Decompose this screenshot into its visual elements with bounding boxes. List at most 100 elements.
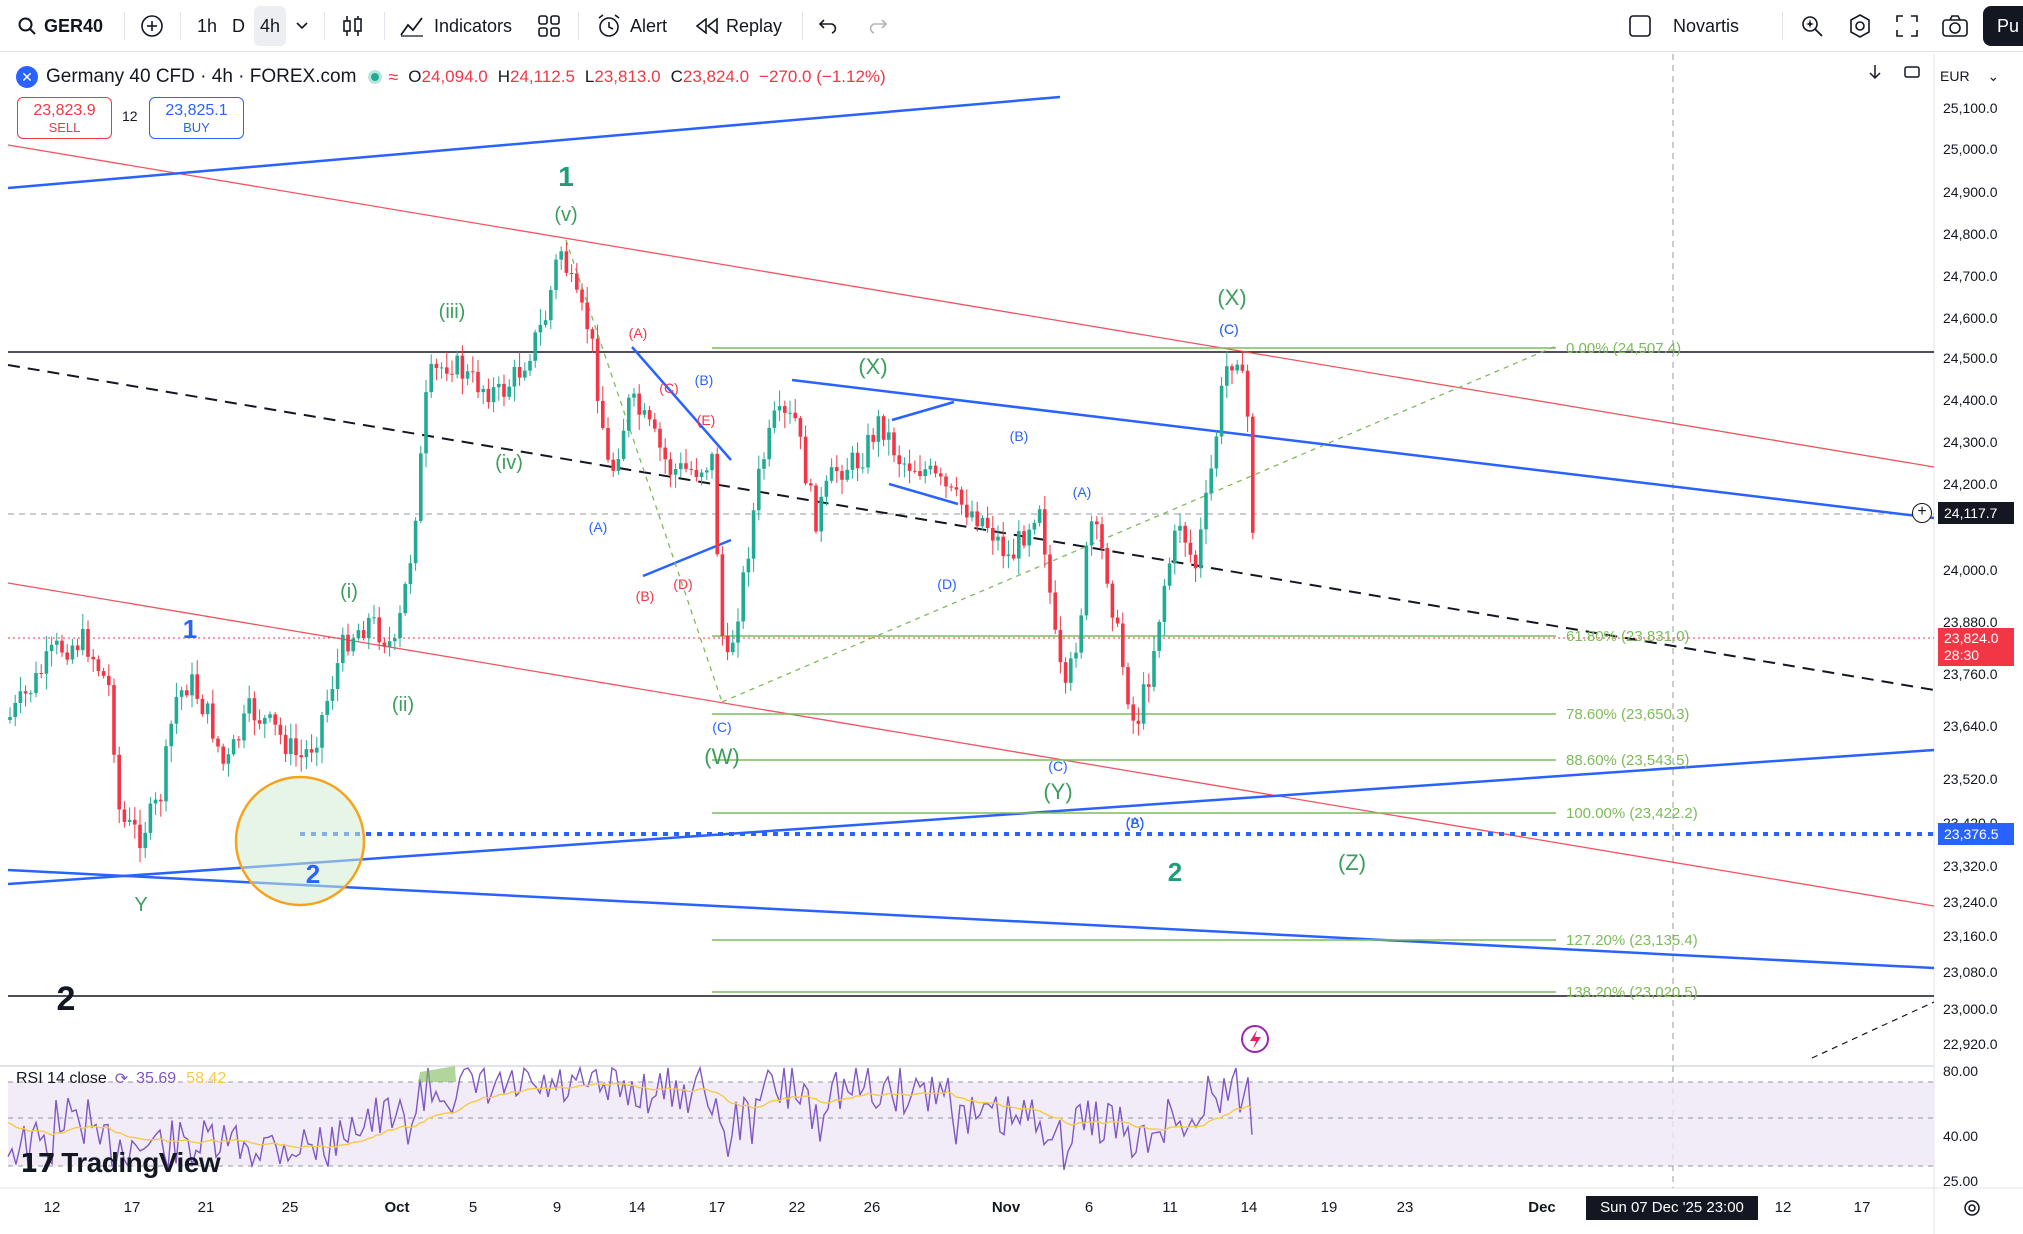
timeframe-dropdown[interactable] bbox=[296, 0, 308, 52]
candle-body bbox=[413, 520, 418, 564]
candle-body bbox=[278, 724, 283, 735]
candle-body bbox=[855, 452, 860, 469]
candle-body bbox=[23, 691, 28, 694]
add-alert-icon[interactable]: + bbox=[1912, 503, 1932, 523]
candle-body bbox=[268, 714, 272, 718]
sell-button[interactable]: 23,823.9 SELL bbox=[17, 97, 112, 139]
candle-body bbox=[658, 428, 662, 448]
candle-body bbox=[1027, 529, 1031, 546]
candle-body bbox=[138, 824, 142, 849]
watchlist-selector[interactable]: Novartis bbox=[1629, 0, 1739, 52]
candle-body bbox=[1209, 468, 1213, 493]
candle-body bbox=[710, 453, 714, 471]
candle-body bbox=[517, 367, 522, 378]
wave-label: 1 bbox=[183, 614, 197, 644]
camera-icon bbox=[1942, 15, 1968, 37]
undo-button[interactable] bbox=[818, 0, 840, 52]
candle-body bbox=[356, 630, 361, 639]
fullscreen-icon bbox=[1896, 15, 1918, 37]
candle-body bbox=[965, 504, 969, 518]
price-axis-tick: 23,640.0 bbox=[1943, 718, 1998, 734]
rsi-legend[interactable]: RSI 14 close ⟳ 35.69 58.42 bbox=[16, 1069, 226, 1089]
quick-search-button[interactable] bbox=[1800, 0, 1824, 52]
candle-body bbox=[1100, 524, 1104, 548]
fullscreen-button[interactable] bbox=[1896, 0, 1918, 52]
candle-body bbox=[252, 698, 257, 721]
timeframe-d[interactable]: D bbox=[232, 0, 245, 52]
time-axis-tick: 19 bbox=[1320, 1199, 1338, 1216]
candle-body bbox=[829, 467, 834, 481]
dashed-line-right bbox=[1811, 1001, 1935, 1059]
candle-body bbox=[1058, 629, 1063, 663]
candle-body bbox=[283, 734, 288, 755]
candle-body bbox=[694, 469, 699, 477]
candle-body bbox=[55, 640, 59, 645]
candle-body bbox=[1001, 536, 1005, 557]
compare-symbol-button[interactable] bbox=[140, 0, 164, 52]
fib-retracement[interactable]: 0.00% (24,507.4) 61.80% (23,831.0) 78.60% … bbox=[712, 340, 1698, 1001]
candle-body bbox=[876, 416, 881, 442]
candle-body bbox=[871, 434, 875, 442]
candles-icon bbox=[343, 16, 362, 36]
wave-label: (W) bbox=[704, 744, 739, 769]
event-lightning-icon[interactable] bbox=[1241, 1025, 1269, 1053]
chart-type-button[interactable] bbox=[342, 0, 364, 52]
candle-body bbox=[361, 630, 366, 638]
candle-body bbox=[1245, 370, 1250, 417]
timeframe-1h[interactable]: 1h bbox=[197, 0, 217, 52]
candle-body bbox=[887, 432, 891, 440]
auto-scale-button[interactable] bbox=[1904, 64, 1920, 85]
replay-button[interactable]: Replay bbox=[696, 0, 782, 52]
candle-body bbox=[117, 754, 121, 810]
market-open-status-icon bbox=[368, 70, 383, 84]
candle-body bbox=[159, 799, 163, 802]
candle-body bbox=[1131, 704, 1135, 721]
sell-label: SELL bbox=[48, 120, 81, 135]
symbol-title[interactable]: Germany 40 CFD · 4h · FOREX.com bbox=[46, 66, 357, 87]
timeframe-4h-label: 4h bbox=[260, 15, 281, 36]
layouts-button[interactable] bbox=[538, 0, 560, 52]
timeframe-4h[interactable]: 4h bbox=[254, 6, 287, 46]
wedge-line-4 bbox=[888, 482, 959, 506]
candle-body bbox=[502, 383, 506, 397]
candle-body bbox=[1074, 652, 1078, 659]
symbol-search-button[interactable]: GER40 bbox=[18, 0, 103, 52]
tradingview-logo[interactable]: 𝟭𝟳 TradingView bbox=[20, 1147, 221, 1179]
indicators-button[interactable]: Indicators bbox=[400, 0, 512, 52]
time-axis-tick: 14 bbox=[628, 1199, 646, 1216]
currency-selector[interactable]: EUR ⌄ bbox=[1940, 68, 1999, 85]
price-axis-tick: 24,400.0 bbox=[1943, 392, 1998, 408]
alert-button[interactable]: Alert bbox=[596, 0, 667, 52]
candle-body bbox=[642, 410, 647, 415]
time-axis-tick: 17 bbox=[123, 1199, 141, 1216]
chevron-down-icon bbox=[296, 22, 308, 30]
candle-body bbox=[1032, 522, 1037, 530]
candle-body bbox=[538, 324, 543, 333]
axis-settings-button[interactable] bbox=[1962, 1198, 1982, 1223]
candle-body bbox=[653, 419, 657, 429]
candle-body bbox=[465, 371, 470, 379]
candle-body bbox=[985, 517, 990, 528]
buy-button[interactable]: 23,825.1 BUY bbox=[149, 97, 244, 139]
candle-body bbox=[1199, 529, 1203, 569]
candle-body bbox=[580, 289, 584, 303]
wave-label: (C) bbox=[659, 380, 678, 396]
trendline-blue-top bbox=[7, 95, 1061, 190]
candle-body bbox=[637, 393, 641, 415]
candle-body bbox=[81, 629, 85, 651]
wave-label: (C) bbox=[1219, 321, 1238, 337]
time-axis-tick: 11 bbox=[1162, 1199, 1178, 1216]
price-axis-tick: 23,320.0 bbox=[1943, 858, 1998, 874]
candle-body bbox=[991, 528, 995, 541]
settings-button[interactable] bbox=[1848, 0, 1872, 52]
candle-body bbox=[913, 470, 917, 472]
candle-body bbox=[1214, 436, 1219, 469]
alarm-clock-icon bbox=[598, 14, 620, 37]
scroll-down-button[interactable] bbox=[1868, 64, 1882, 85]
candle-body bbox=[346, 634, 350, 652]
candle-body bbox=[1152, 651, 1156, 687]
redo-button[interactable] bbox=[866, 0, 888, 52]
publish-button[interactable]: Pu bbox=[1983, 6, 2023, 46]
snapshot-button[interactable] bbox=[1942, 0, 1968, 52]
